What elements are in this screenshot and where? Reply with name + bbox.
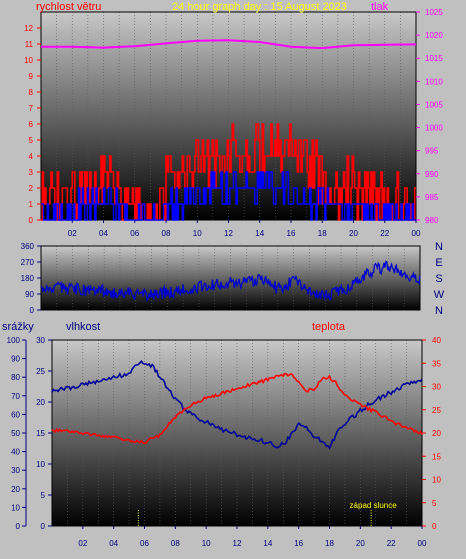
wind-ytick-label: 12 — [24, 24, 33, 33]
rain-ytick-label: 20 — [11, 485, 20, 494]
climate-xtick-label: 16 — [294, 539, 303, 548]
climate-xtick-label: 20 — [356, 539, 365, 548]
temperature-ytick-label: 40 — [432, 336, 441, 345]
pressure-ytick-label: 1005 — [425, 100, 443, 109]
humidity-ytick-label: 10 — [36, 460, 45, 469]
compass-label: E — [435, 257, 442, 269]
chart-title: 24 hour graph day : 15 August 2023 — [172, 1, 347, 13]
temperature-ytick-label: 5 — [432, 499, 437, 508]
rain-ytick-label: 10 — [11, 503, 20, 512]
wind-xtick-label: 02 — [68, 229, 77, 238]
humidity-ytick-label: 30 — [36, 336, 45, 345]
wind-ytick-label: 4 — [29, 152, 34, 161]
climate-xtick-label: 12 — [233, 539, 242, 548]
rain-axis-title: srážky — [2, 321, 34, 333]
wind-xtick-label: 10 — [193, 229, 202, 238]
wind-ytick-label: 3 — [29, 168, 34, 177]
climate-xtick-label: 02 — [78, 539, 87, 548]
rain-ytick-label: 90 — [11, 355, 20, 364]
direction-ytick-label: 90 — [25, 290, 34, 299]
wind-ytick-label: 9 — [29, 72, 34, 81]
direction-ytick-label: 360 — [21, 242, 35, 251]
wind-ytick-label: 0 — [29, 216, 34, 225]
wind-xtick-label: 00 — [412, 229, 421, 238]
wind-xtick-label: 16 — [287, 229, 296, 238]
direction-series — [40, 260, 421, 303]
pressure-ytick-label: 980 — [425, 216, 439, 225]
wind-xtick-label: 22 — [380, 229, 389, 238]
climate-xtick-label: 00 — [418, 539, 427, 548]
climate-xtick-label: 22 — [387, 539, 396, 548]
rain-ytick-label: 30 — [11, 466, 20, 475]
temperature-ytick-label: 25 — [432, 406, 441, 415]
temperature-ytick-label: 0 — [432, 522, 437, 531]
wind-ytick-label: 2 — [29, 184, 34, 193]
climate-xtick-label: 18 — [325, 539, 334, 548]
rain-ytick-label: 40 — [11, 448, 20, 457]
pressure-ytick-label: 995 — [425, 147, 439, 156]
climate-xtick-label: 04 — [109, 539, 118, 548]
humidity-axis-title: vlhkost — [66, 321, 100, 333]
wind-xtick-label: 20 — [349, 229, 358, 238]
temperature-ytick-label: 15 — [432, 452, 441, 461]
pressure-ytick-label: 990 — [425, 170, 439, 179]
pressure-ytick-label: 1010 — [425, 77, 443, 86]
wind-xtick-label: 18 — [318, 229, 327, 238]
compass-label: N — [435, 241, 443, 253]
wind-ytick-label: 7 — [29, 104, 34, 113]
pressure-series — [41, 39, 417, 50]
humidity-series — [51, 360, 423, 450]
rain-ytick-label: 80 — [11, 373, 20, 382]
direction-ytick-label: 270 — [21, 258, 35, 267]
pressure-ytick-label: 1015 — [425, 54, 443, 63]
wind-ytick-label: 10 — [24, 56, 33, 65]
direction-ytick-label: 0 — [30, 306, 35, 315]
compass-label: W — [434, 289, 445, 301]
climate-xtick-label: 14 — [263, 539, 272, 548]
pressure-ytick-label: 1020 — [425, 31, 443, 40]
temperature-axis-title: teplota — [312, 321, 346, 333]
sunset-annotation: západ slunce — [350, 501, 398, 510]
temperature-series — [51, 372, 423, 445]
pressure-ytick-label: 1000 — [425, 124, 443, 133]
wind-xtick-label: 04 — [99, 229, 108, 238]
wind-ytick-label: 8 — [29, 88, 34, 97]
humidity-ytick-label: 25 — [36, 367, 45, 376]
climate-xtick-label: 08 — [171, 539, 180, 548]
humidity-ytick-label: 20 — [36, 398, 45, 407]
temperature-ytick-label: 10 — [432, 476, 441, 485]
wind-axis-title: rychlost větru — [36, 1, 101, 13]
wind-ytick-label: 6 — [29, 120, 34, 129]
pressure-ytick-label: 985 — [425, 193, 439, 202]
humidity-ytick-label: 0 — [41, 522, 46, 531]
wind-series — [41, 123, 416, 221]
direction-ytick-label: 180 — [21, 274, 35, 283]
humidity-ytick-label: 5 — [41, 491, 46, 500]
wind-ytick-label: 11 — [25, 40, 34, 49]
climate-xtick-label: 06 — [140, 539, 149, 548]
humidity-ytick-label: 15 — [36, 429, 45, 438]
rain-ytick-label: 60 — [11, 410, 20, 419]
compass-label: N — [435, 305, 443, 317]
temperature-ytick-label: 30 — [432, 383, 441, 392]
wind-xtick-label: 08 — [162, 229, 171, 238]
wind-secondary-series — [41, 171, 416, 221]
rain-ytick-label: 100 — [7, 336, 21, 345]
pressure-ytick-label: 1025 — [425, 8, 443, 17]
pressure-axis-title: tlak — [371, 1, 389, 13]
compass-label: S — [435, 273, 442, 285]
temperature-ytick-label: 35 — [432, 359, 441, 368]
wind-ytick-label: 5 — [29, 136, 34, 145]
rain-ytick-label: 70 — [11, 392, 20, 401]
wind-xtick-label: 06 — [130, 229, 139, 238]
climate-xtick-label: 10 — [202, 539, 211, 548]
wind-ytick-label: 1 — [29, 200, 34, 209]
wind-xtick-label: 12 — [224, 229, 233, 238]
rain-ytick-label: 0 — [16, 522, 21, 531]
temperature-ytick-label: 20 — [432, 429, 441, 438]
rain-ytick-label: 50 — [11, 429, 20, 438]
wind-xtick-label: 14 — [255, 229, 264, 238]
